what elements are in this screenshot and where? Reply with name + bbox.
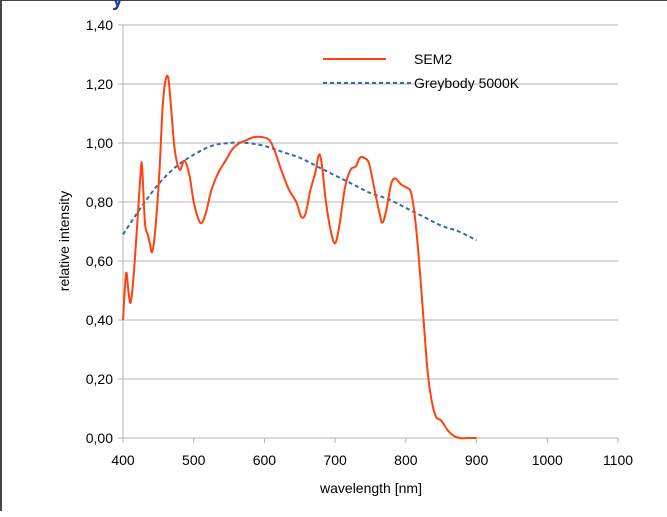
y-tick-label: 1,00 [86,135,113,151]
y-axis-label: relative intensity [56,191,72,291]
x-tick-label: 1100 [603,452,633,468]
y-tick-label: 0,40 [86,312,113,328]
y-tick-label: 0,60 [86,253,113,269]
heading-fragment: y [112,0,124,11]
axes [122,25,618,439]
series-line-greybody-5000k [122,141,478,242]
legend-label-sem2: SEM2 [414,51,452,67]
series-lines [122,74,478,440]
y-tick-label: 1,20 [86,76,113,92]
series-line-sem2 [122,74,477,440]
y-tick-label: 0,20 [86,371,113,387]
x-tick-label: 800 [394,452,418,468]
x-tick-label: 500 [182,452,206,468]
legend-label-greybody: Greybody 5000K [414,75,520,91]
y-tick-label: 0,80 [86,194,113,210]
x-axis-label: wavelength [nm] [319,480,422,496]
grid-lines [123,24,618,380]
x-tick-label: 700 [323,452,347,468]
x-tick-label: 400 [111,452,135,468]
y-tick-label: 0,00 [86,430,113,446]
x-tick-label: 600 [253,452,277,468]
x-tick-label: 900 [465,452,489,468]
legend: SEM2 Greybody 5000K [323,51,520,91]
tick-labels: 0,00 0,20 0,40 0,60 0,80 1,00 1,20 1,40 400 500 60… [86,17,634,468]
x-tick-label: 1000 [532,452,563,468]
y-tick-label: 1,40 [86,17,113,33]
